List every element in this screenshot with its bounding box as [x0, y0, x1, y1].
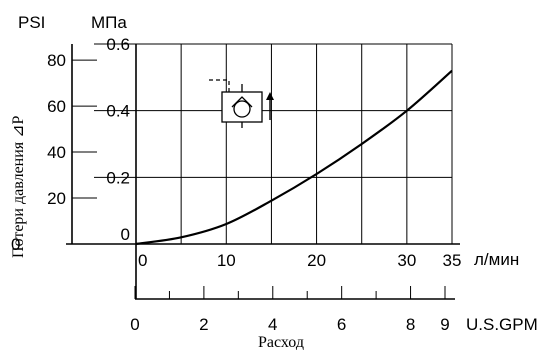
lpm-tick-label: 10	[217, 251, 236, 270]
mpa-tick-label: 0.2	[106, 168, 130, 187]
x-unit-lpm-label: л/мин	[474, 250, 519, 269]
gpm-tick-label: 9	[440, 315, 449, 334]
mpa-tick-label: 0.4	[106, 102, 130, 121]
gpm-tick-label: 8	[406, 315, 415, 334]
valve-pilot-dash	[209, 79, 230, 92]
lpm-tick-label: 30	[397, 251, 416, 270]
psi-tick-label: 80	[47, 51, 66, 70]
lpm-tick-label: 35	[443, 251, 462, 270]
axes	[66, 43, 460, 300]
check-valve-icon	[209, 79, 274, 128]
psi-tick-label: 0	[11, 235, 20, 254]
gpm-tick-label: 0	[130, 315, 139, 334]
y-axis-label: Потери давления ⊿P	[10, 115, 27, 258]
lpm-tick-label: 0	[138, 251, 147, 270]
mpa-tick-label: 0.6	[106, 35, 130, 54]
psi-tick-label: 20	[47, 189, 66, 208]
psi-tick-label: 60	[47, 97, 66, 116]
data-series	[135, 69, 453, 246]
gpm-tick-label: 2	[199, 315, 208, 334]
psi-unit-label: PSI	[18, 13, 45, 32]
mpa-tick-label: 0	[121, 225, 130, 244]
valve-seat	[231, 96, 253, 108]
lpm-tick-label: 20	[307, 251, 326, 270]
mpa-unit-label: МПа	[91, 13, 127, 32]
grid	[136, 43, 453, 244]
x-unit-gpm-label: U.S.GPM	[466, 315, 538, 334]
gpm-tick-label: 4	[268, 315, 277, 334]
pressure-drop-curve	[135, 69, 453, 246]
gpm-tick-label: 6	[337, 315, 346, 334]
x-axis-label: Расход	[258, 334, 304, 351]
flow-arrowhead	[266, 92, 274, 100]
psi-tick-label: 40	[47, 143, 66, 162]
valve-ball	[233, 100, 251, 118]
